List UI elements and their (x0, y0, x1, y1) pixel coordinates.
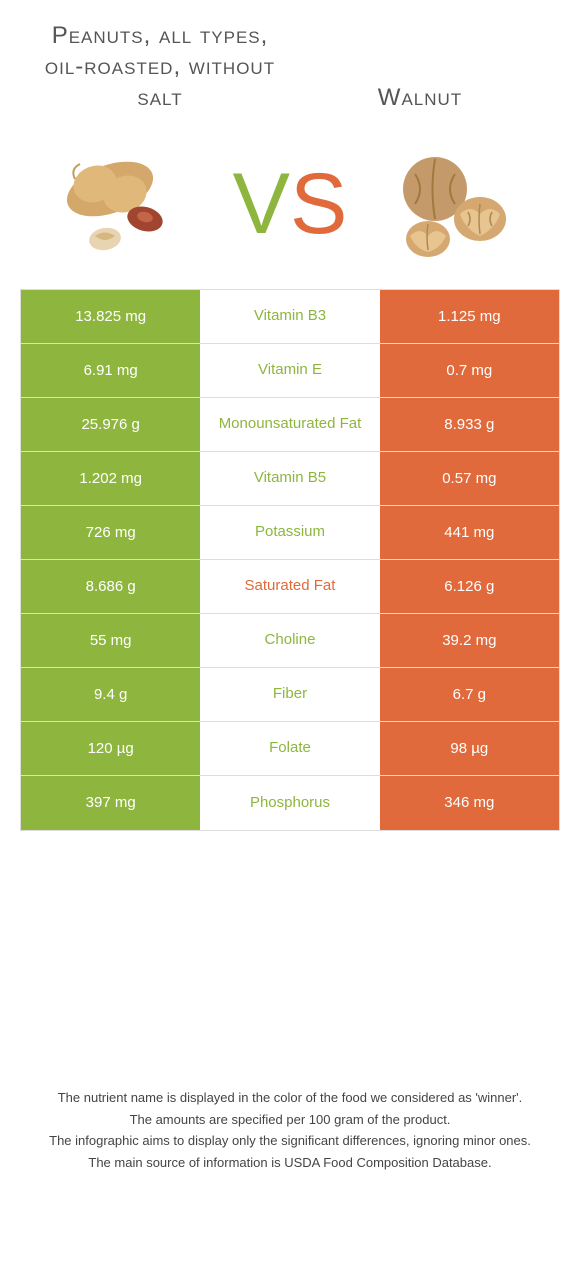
food2-value: 441 mg (380, 506, 559, 559)
food1-value: 397 mg (21, 776, 200, 830)
food2-value: 0.57 mg (380, 452, 559, 505)
images-row: VS (0, 124, 580, 289)
table-row: 726 mgPotassium441 mg (21, 506, 559, 560)
food2-value: 0.7 mg (380, 344, 559, 397)
food2-value: 39.2 mg (380, 614, 559, 667)
food2-value: 1.125 mg (380, 290, 559, 343)
food1-value: 6.91 mg (21, 344, 200, 397)
nutrient-name: Vitamin B5 (200, 452, 379, 505)
nutrient-name: Fiber (200, 668, 379, 721)
vs-s: S (290, 156, 347, 252)
food2-title-col: Walnut (290, 82, 550, 113)
footer-line-1: The nutrient name is displayed in the co… (30, 1088, 550, 1108)
food2-value: 6.126 g (380, 560, 559, 613)
table-row: 1.202 mgVitamin B50.57 mg (21, 452, 559, 506)
vs-label: VS (220, 161, 360, 247)
nutrient-name: Vitamin B3 (200, 290, 379, 343)
food2-image (360, 139, 550, 269)
table-row: 9.4 gFiber6.7 g (21, 668, 559, 722)
nutrient-name: Monounsaturated Fat (200, 398, 379, 451)
food1-title-col: Peanuts, all types, oil-roasted, without… (30, 20, 290, 114)
food1-value: 1.202 mg (21, 452, 200, 505)
vs-v: V (233, 156, 290, 252)
food2-title: Walnut (290, 82, 550, 113)
food1-value: 9.4 g (21, 668, 200, 721)
food2-value: 8.933 g (380, 398, 559, 451)
footer-line-2: The amounts are specified per 100 gram o… (30, 1110, 550, 1130)
food1-value: 25.976 g (21, 398, 200, 451)
table-row: 25.976 gMonounsaturated Fat8.933 g (21, 398, 559, 452)
nutrient-name: Choline (200, 614, 379, 667)
food1-value: 13.825 mg (21, 290, 200, 343)
table-row: 13.825 mgVitamin B31.125 mg (21, 290, 559, 344)
food1-value: 55 mg (21, 614, 200, 667)
food1-value: 8.686 g (21, 560, 200, 613)
footer-line-4: The main source of information is USDA F… (30, 1153, 550, 1173)
table-row: 397 mgPhosphorus346 mg (21, 776, 559, 830)
nutrient-name: Phosphorus (200, 776, 379, 830)
table-row: 6.91 mgVitamin E0.7 mg (21, 344, 559, 398)
table-row: 55 mgCholine39.2 mg (21, 614, 559, 668)
footer-notes: The nutrient name is displayed in the co… (30, 1088, 550, 1174)
food2-value: 98 µg (380, 722, 559, 775)
food1-title: Peanuts, all types, oil-roasted, without… (30, 20, 290, 114)
table-row: 120 µgFolate98 µg (21, 722, 559, 776)
nutrient-name: Potassium (200, 506, 379, 559)
table-row: 8.686 gSaturated Fat6.126 g (21, 560, 559, 614)
food2-value: 6.7 g (380, 668, 559, 721)
food1-value: 120 µg (21, 722, 200, 775)
nutrient-name: Vitamin E (200, 344, 379, 397)
food1-image (30, 139, 220, 269)
food2-value: 346 mg (380, 776, 559, 830)
nutrient-name: Folate (200, 722, 379, 775)
comparison-table: 13.825 mgVitamin B31.125 mg6.91 mgVitami… (20, 289, 560, 831)
food1-value: 726 mg (21, 506, 200, 559)
nutrient-name: Saturated Fat (200, 560, 379, 613)
footer-line-3: The infographic aims to display only the… (30, 1131, 550, 1151)
header: Peanuts, all types, oil-roasted, without… (0, 0, 580, 124)
